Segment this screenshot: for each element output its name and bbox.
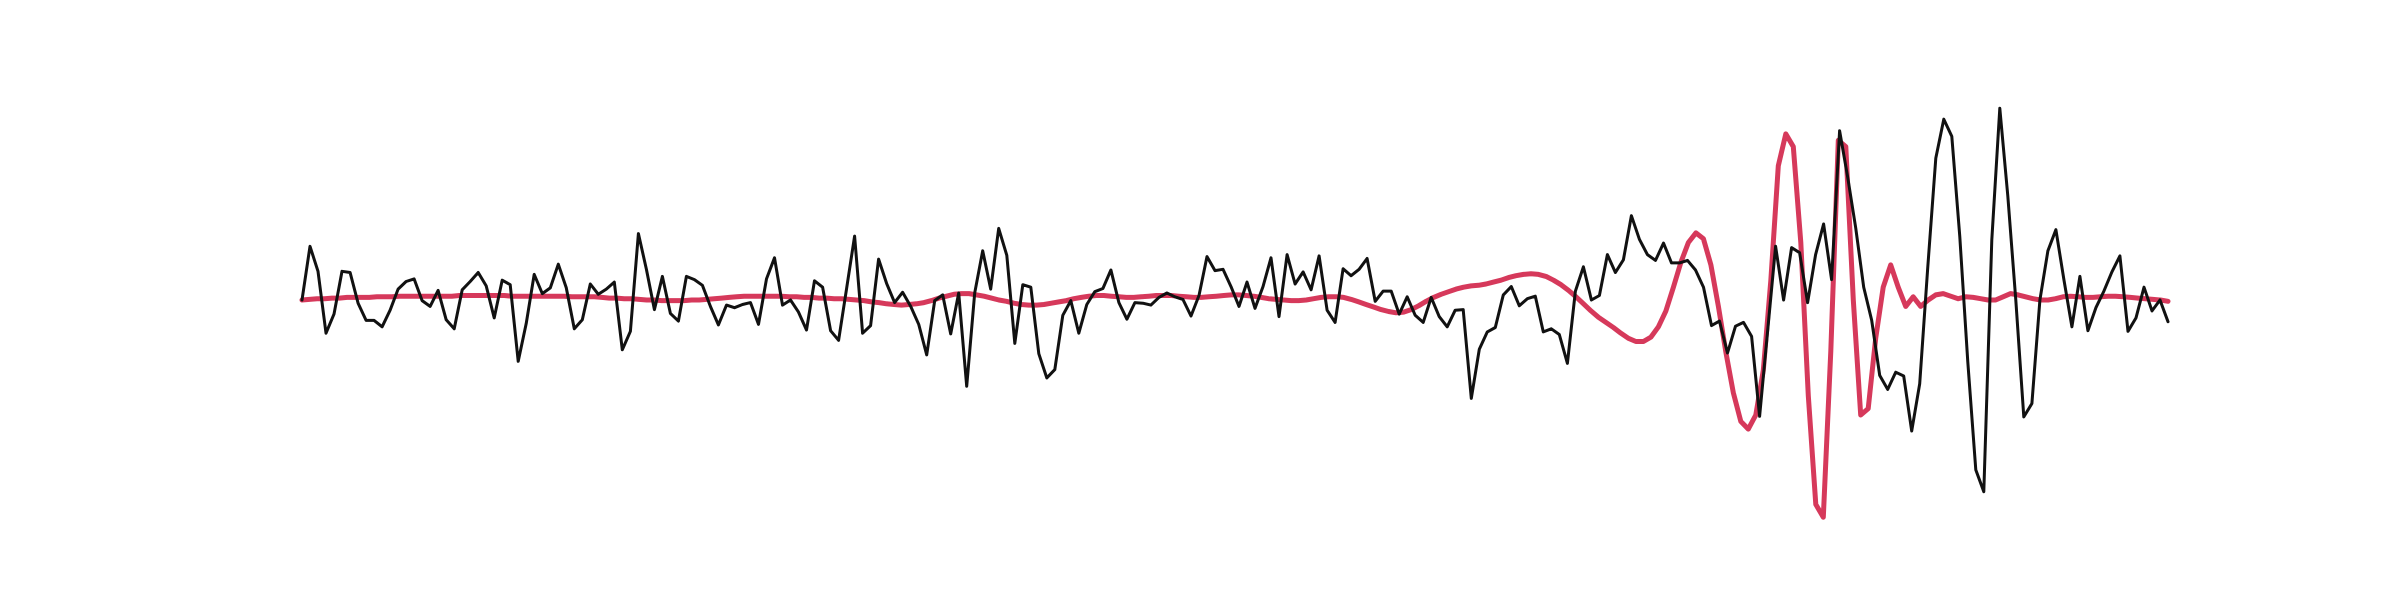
plot-area — [299, 106, 2171, 520]
series-line-black — [300, 106, 2170, 494]
series-line-red — [299, 131, 2171, 520]
